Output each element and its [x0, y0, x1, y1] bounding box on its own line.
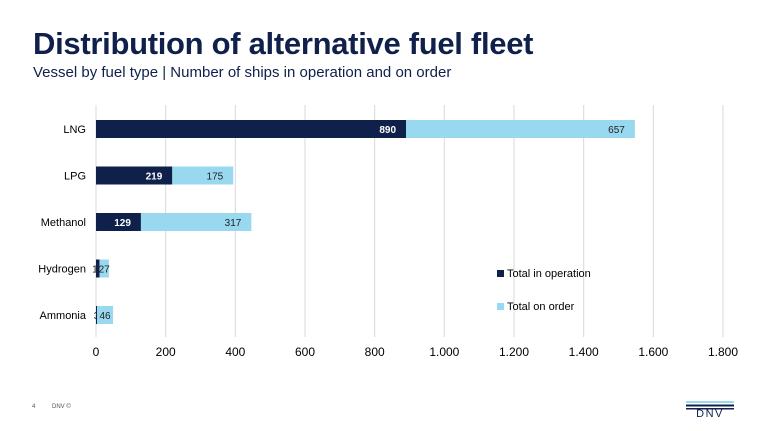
data-label: 175 [207, 172, 224, 183]
bar-on-order [99, 259, 109, 278]
x-tick-label: 800 [365, 345, 385, 359]
y-category-label: LPG [64, 171, 86, 183]
x-tick-label: 400 [225, 345, 245, 359]
y-category-label: Ammonia [40, 310, 87, 322]
bar-in-operation [96, 213, 141, 231]
x-tick-label: 1.400 [569, 345, 599, 359]
legend-swatch [497, 270, 504, 277]
x-tick-label: 200 [156, 345, 176, 359]
x-tick-label: 0 [93, 345, 100, 359]
y-category-label: Methanol [41, 217, 86, 229]
x-tick-label: 1.800 [708, 345, 738, 359]
legend-label: Total in operation [507, 268, 591, 280]
legend-label: Total on order [507, 301, 575, 313]
y-category-label: Hydrogen [38, 264, 86, 276]
bar-on-order [97, 306, 114, 324]
data-label: 46 [99, 311, 111, 322]
bar-on-order [172, 166, 234, 185]
x-tick-label: 1.600 [638, 345, 668, 359]
bar-on-order [406, 120, 635, 138]
data-label: 657 [608, 125, 625, 136]
dnv-logo: DNV [686, 398, 734, 422]
bar-in-operation [96, 259, 100, 278]
data-label: 3 [94, 311, 100, 322]
legend-swatch [497, 303, 504, 310]
page-title: Distribution of alternative fuel fleet [33, 26, 534, 61]
x-tick-label: 1.200 [499, 345, 529, 359]
data-label: 317 [225, 218, 242, 229]
bar-on-order [140, 213, 252, 231]
data-label: 10 [92, 265, 104, 276]
data-label: 129 [114, 218, 131, 229]
data-label: 27 [99, 265, 111, 276]
data-label: 890 [379, 125, 396, 136]
logo-bars-icon [686, 401, 734, 410]
data-label: 219 [146, 172, 163, 183]
y-category-label: LNG [63, 124, 86, 136]
bar-in-operation [96, 306, 98, 324]
x-tick-label: 1.000 [429, 345, 459, 359]
bar-in-operation [96, 166, 173, 185]
x-tick-label: 600 [295, 345, 315, 359]
bar-in-operation [96, 120, 407, 138]
logo-text: DNV [696, 408, 724, 420]
page-number: 4 [32, 404, 36, 410]
copyright-text: DNV © [52, 404, 71, 410]
page-subtitle: Vessel by fuel type | Number of ships in… [33, 64, 452, 81]
